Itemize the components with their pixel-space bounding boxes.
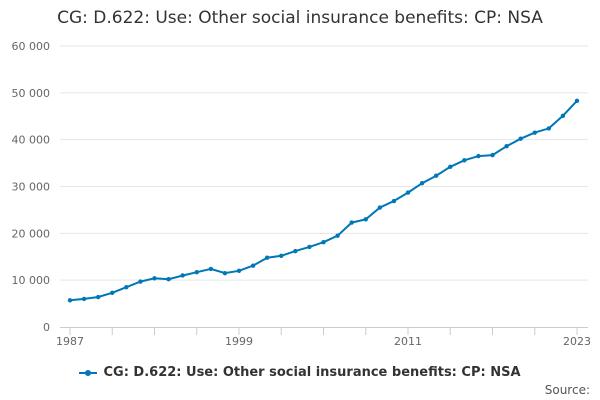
data-point[interactable] — [532, 130, 537, 135]
data-point[interactable] — [293, 248, 298, 254]
data-point[interactable] — [448, 164, 453, 170]
data-point[interactable] — [222, 270, 228, 276]
data-point[interactable] — [560, 113, 566, 118]
data-point[interactable] — [391, 198, 397, 204]
x-tick-label: 1999 — [225, 335, 253, 348]
data-point[interactable] — [377, 205, 383, 210]
y-tick-label: 60 000 — [12, 40, 51, 53]
data-point[interactable] — [518, 136, 523, 141]
data-point[interactable] — [321, 240, 326, 245]
series-group — [67, 98, 580, 303]
data-point[interactable] — [476, 153, 481, 159]
y-tick-label: 50 000 — [12, 87, 51, 100]
data-point[interactable] — [236, 268, 242, 273]
data-point[interactable] — [574, 98, 580, 103]
x-tick-label: 2011 — [394, 335, 422, 348]
y-tick-label: 10 000 — [12, 274, 51, 287]
x-axis: 1987 1999 2011 2023 — [56, 327, 591, 348]
x-tick-label: 1987 — [56, 335, 84, 348]
data-point[interactable] — [180, 273, 185, 278]
data-point[interactable] — [363, 217, 368, 222]
data-point[interactable] — [307, 244, 312, 250]
data-point[interactable] — [110, 290, 115, 296]
data-point[interactable] — [81, 296, 87, 302]
y-tick-label: 30 000 — [12, 181, 51, 194]
data-point[interactable] — [279, 253, 284, 259]
data-point[interactable] — [504, 144, 509, 149]
data-point[interactable] — [462, 158, 467, 163]
data-point[interactable] — [546, 126, 552, 131]
data-point[interactable] — [405, 190, 411, 195]
y-tick-label: 40 000 — [12, 134, 51, 147]
data-point[interactable] — [95, 294, 101, 300]
data-point[interactable] — [419, 181, 425, 186]
source-label: Source: — [544, 383, 590, 397]
data-point[interactable] — [166, 277, 171, 282]
data-point[interactable] — [124, 284, 129, 290]
data-point[interactable] — [490, 152, 495, 158]
grid-lines — [60, 45, 588, 281]
data-point[interactable] — [335, 233, 340, 238]
data-point[interactable] — [67, 298, 73, 303]
data-point[interactable] — [208, 266, 214, 272]
data-point[interactable] — [433, 173, 439, 178]
y-tick-label: 0 — [43, 321, 50, 334]
legend[interactable]: CG: D.622: Use: Other social insurance b… — [0, 365, 600, 380]
y-axis-ticks: 0 10 000 20 000 30 000 40 000 50 000 60 000 — [12, 40, 51, 334]
data-point[interactable] — [250, 263, 256, 268]
legend-swatch — [79, 367, 98, 379]
y-tick-label: 20 000 — [12, 227, 51, 240]
series-line — [69, 100, 578, 302]
data-point[interactable] — [194, 270, 199, 275]
chart-title: CG: D.622: Use: Other social insurance b… — [57, 8, 543, 28]
data-point[interactable] — [138, 279, 143, 284]
x-tick-label: 2023 — [563, 335, 591, 348]
data-point[interactable] — [264, 255, 270, 260]
data-point[interactable] — [349, 220, 354, 225]
legend-label: CG: D.622: Use: Other social insurance b… — [103, 365, 521, 380]
data-point[interactable] — [152, 276, 157, 281]
